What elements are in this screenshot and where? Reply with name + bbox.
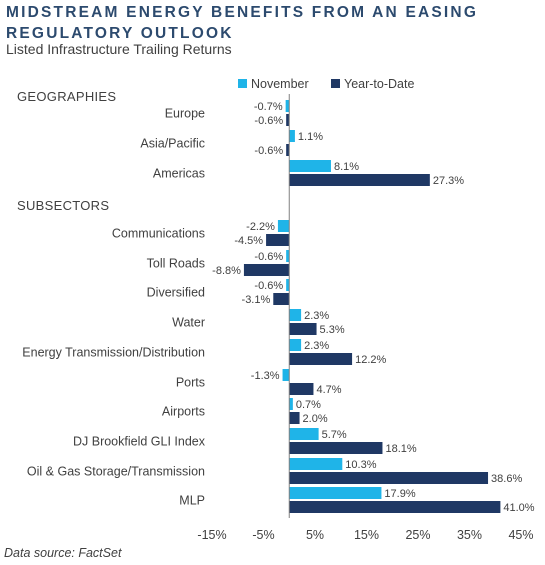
- data-label-ytd: -8.8%: [212, 265, 241, 277]
- data-label-november: -1.3%: [251, 370, 280, 382]
- data-label-november: 8.1%: [334, 161, 359, 173]
- bar-ytd: [243, 264, 290, 276]
- x-tick-label: -15%: [197, 528, 226, 542]
- category-label: Ports: [176, 376, 205, 390]
- data-source-note: Data source: FactSet: [4, 546, 122, 560]
- category-label: Communications: [112, 227, 205, 241]
- data-label-november: 2.3%: [304, 310, 329, 322]
- bar-ytd: [289, 472, 489, 484]
- bar-ytd: [289, 353, 353, 365]
- x-tick-label: 5%: [306, 528, 324, 542]
- bar-november: [289, 160, 331, 172]
- data-label-november: 1.1%: [298, 131, 323, 143]
- x-tick-label: 35%: [457, 528, 482, 542]
- data-label-ytd: 4.7%: [316, 384, 341, 396]
- data-label-november: 5.7%: [322, 429, 347, 441]
- category-label: MLP: [179, 494, 205, 508]
- legend-label-ytd: Year-to-Date: [344, 77, 414, 91]
- bar-ytd: [289, 442, 383, 454]
- chart-subtitle: Listed Infrastructure Trailing Returns: [6, 41, 232, 57]
- data-label-november: -2.2%: [246, 221, 275, 233]
- category-label: DJ Brookfield GLI Index: [73, 435, 206, 449]
- legend-label-november: November: [251, 77, 309, 91]
- data-label-november: -0.6%: [254, 251, 283, 263]
- category-label: Airports: [162, 405, 205, 419]
- bar-ytd: [286, 144, 290, 156]
- data-label-ytd: -0.6%: [254, 115, 283, 127]
- data-label-november: 0.7%: [296, 399, 321, 411]
- bar-november: [289, 309, 302, 321]
- bar-november: [289, 339, 302, 351]
- data-label-ytd: 41.0%: [503, 502, 534, 514]
- data-label-ytd: 5.3%: [320, 324, 345, 336]
- bar-ytd: [289, 383, 314, 395]
- bar-november: [277, 220, 290, 232]
- legend-swatch-november: [238, 79, 247, 88]
- data-label-november: 17.9%: [384, 488, 415, 500]
- data-label-november: -0.7%: [254, 101, 283, 113]
- group-header-geographies: GEOGRAPHIES: [17, 89, 116, 104]
- bar-ytd: [289, 501, 501, 513]
- data-label-ytd: -3.1%: [242, 294, 271, 306]
- data-label-ytd: -4.5%: [234, 235, 263, 247]
- data-label-ytd: 12.2%: [355, 354, 386, 366]
- data-label-november: -0.6%: [254, 280, 283, 292]
- category-label: Diversified: [147, 286, 205, 300]
- legend-swatch-ytd: [331, 79, 340, 88]
- data-label-ytd: -0.6%: [254, 145, 283, 157]
- bar-november: [286, 250, 290, 262]
- data-label-ytd: 18.1%: [385, 443, 416, 455]
- bar-november: [289, 487, 382, 499]
- data-label-ytd: 27.3%: [433, 175, 464, 187]
- bar-november: [289, 428, 319, 440]
- bar-november: [289, 398, 293, 410]
- bar-ytd: [289, 174, 430, 186]
- chart-title: MIDSTREAM ENERGY BENEFITS FROM AN EASING…: [6, 4, 479, 42]
- data-label-ytd: 2.0%: [303, 413, 328, 425]
- bar-ytd: [289, 323, 317, 335]
- bar-ytd: [286, 114, 290, 126]
- x-tick-label: -5%: [252, 528, 274, 542]
- data-label-ytd: 38.6%: [491, 473, 522, 485]
- bar-november: [289, 458, 343, 470]
- bar-ytd: [273, 293, 290, 305]
- bar-november: [289, 130, 295, 142]
- group-header-subsectors: SUBSECTORS: [17, 198, 109, 213]
- category-label: Asia/Pacific: [140, 137, 205, 151]
- category-label: Toll Roads: [147, 257, 205, 271]
- data-label-november: 10.3%: [345, 459, 376, 471]
- category-label: Europe: [165, 107, 205, 121]
- category-label: Water: [172, 316, 205, 330]
- category-label: Oil & Gas Storage/Transmission: [27, 465, 205, 479]
- x-tick-label: 15%: [354, 528, 379, 542]
- x-tick-label: 45%: [508, 528, 533, 542]
- category-label: Energy Transmission/Distribution: [22, 346, 205, 360]
- data-label-november: 2.3%: [304, 340, 329, 352]
- bar-ytd: [266, 234, 290, 246]
- x-tick-label: 25%: [405, 528, 430, 542]
- category-label: Americas: [153, 167, 205, 181]
- bar-november: [282, 369, 290, 381]
- bar-ytd: [289, 412, 300, 424]
- bar-november: [285, 100, 290, 112]
- bar-november: [286, 279, 290, 291]
